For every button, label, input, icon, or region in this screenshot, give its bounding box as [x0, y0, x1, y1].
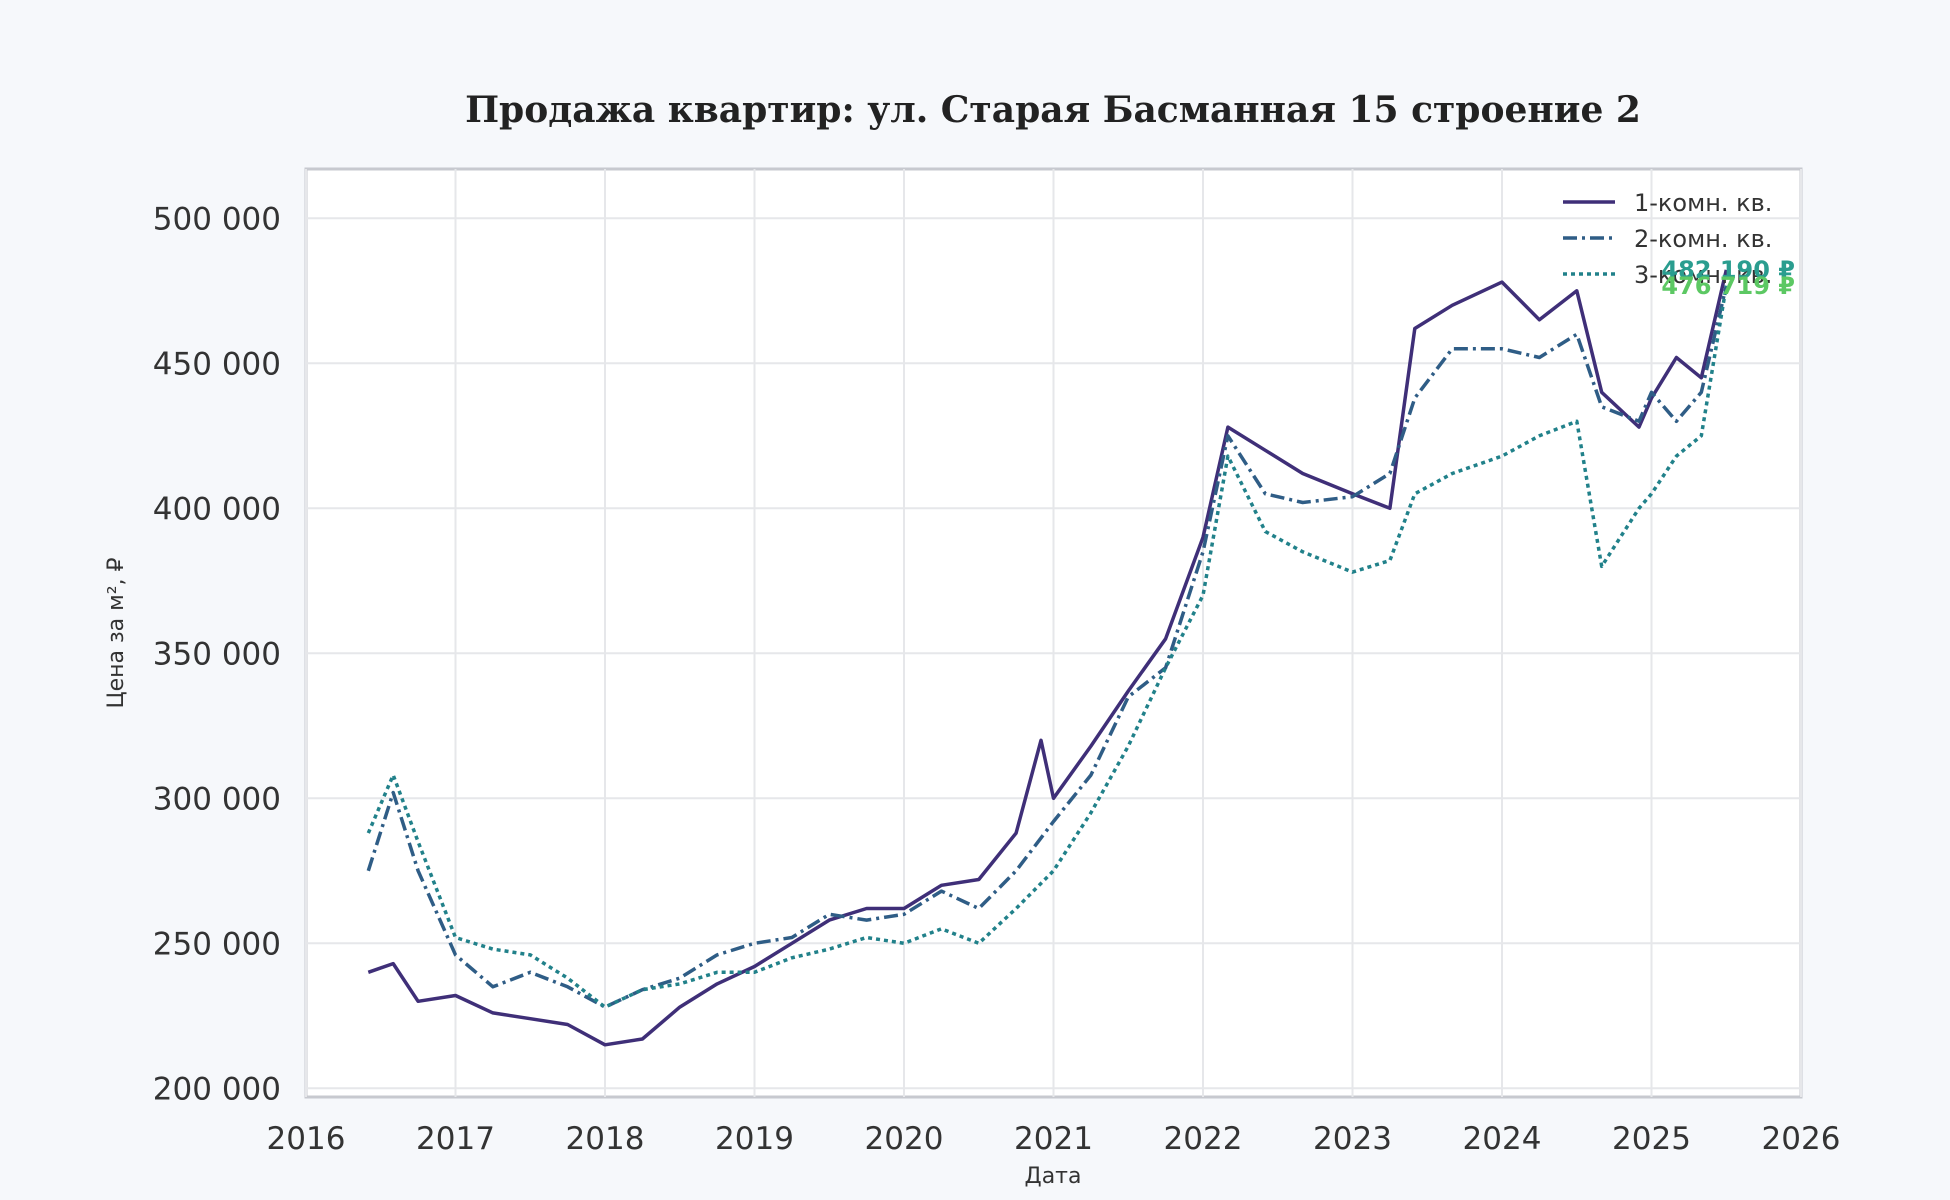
y-tick-label: 200 000 [153, 1071, 281, 1107]
x-tick-label: 2026 [1762, 1121, 1841, 1157]
x-axis-ticks: 2016 2017 2018 2019 2020 2021 2022 2023 2024 2025… [267, 1121, 1841, 1157]
annotations: 482 190 ₽476 719 ₽ [1661, 256, 1795, 300]
x-tick-label: 2018 [566, 1121, 645, 1157]
x-tick-label: 2019 [715, 1121, 794, 1157]
legend-label-3: 3-комн. кв. [1634, 261, 1772, 289]
y-axis-label: Цена за м², ₽ [104, 557, 129, 708]
x-tick-label: 2024 [1463, 1121, 1542, 1157]
legend-label-1: 1-комн. кв. [1634, 189, 1772, 217]
x-tick-label: 2023 [1313, 1121, 1392, 1157]
series-line-2 [366, 285, 1729, 1009]
y-tick-label: 350 000 [153, 636, 281, 672]
grid [305, 169, 1802, 1097]
y-tick-label: 300 000 [153, 781, 281, 817]
y-tick-label: 400 000 [153, 491, 281, 527]
chart-title: Продажа квартир: ул. Старая Басманная 15… [465, 89, 1641, 131]
y-tick-label: 250 000 [153, 926, 281, 962]
end-value-label-1: 482 190 ₽ [1661, 256, 1795, 284]
x-axis-label: Дата [1025, 1164, 1082, 1189]
x-tick-label: 2025 [1612, 1121, 1691, 1157]
series-layer [366, 269, 1729, 1047]
x-tick-label: 2016 [267, 1121, 346, 1157]
y-axis-ticks: 200 000 250 000 300 000 350 000 400 000 450 0… [153, 201, 281, 1107]
x-tick-label: 2020 [865, 1121, 944, 1157]
legend: 1-комн. кв. 2-комн. кв. 3-комн. кв. [1563, 189, 1772, 289]
x-tick-label: 2022 [1164, 1121, 1243, 1157]
x-tick-label: 2017 [416, 1121, 495, 1157]
y-tick-label: 450 000 [153, 346, 281, 382]
legend-label-2: 2-комн. кв. [1634, 225, 1772, 253]
series-line-1 [367, 269, 1729, 1047]
end-value-label-2: 476 719 ₽ [1661, 272, 1795, 300]
x-tick-label: 2021 [1014, 1121, 1093, 1157]
y-tick-label: 500 000 [153, 201, 281, 237]
